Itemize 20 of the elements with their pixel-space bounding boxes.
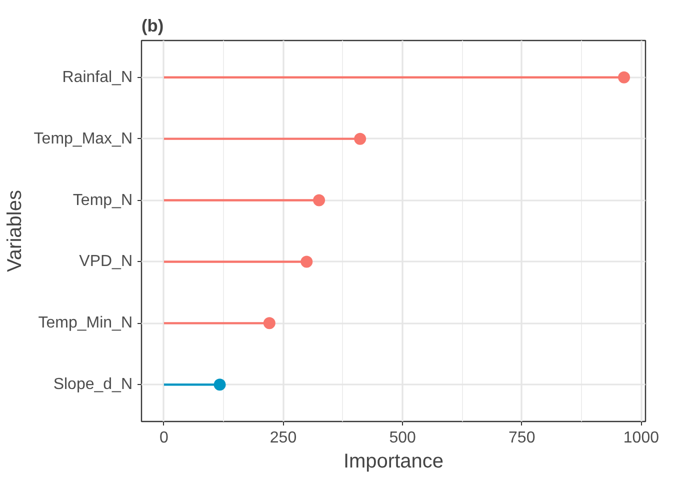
x-tick-label: 500	[389, 430, 416, 446]
y-tick-label: VPD_N	[79, 253, 133, 270]
y-tick-label: Slope_d_N	[53, 376, 132, 394]
y-axis-title: Variables	[4, 190, 26, 272]
x-tick-label: 250	[270, 430, 297, 446]
point	[263, 317, 276, 330]
point	[214, 378, 226, 391]
x-tick-label: 1000	[623, 430, 660, 446]
y-tick-label: Temp_Min_N	[38, 314, 133, 332]
x-axis-title: Importance	[343, 450, 444, 472]
x-tick-label: 750	[508, 430, 536, 446]
point	[618, 71, 630, 84]
y-tick-label: Temp_Max_N	[34, 130, 132, 148]
y-tick-label: Rainfal_N	[62, 68, 133, 86]
x-tick-label: 0	[159, 430, 168, 446]
point	[354, 132, 366, 145]
y-tick-label: Temp_N	[72, 192, 132, 209]
point	[313, 194, 326, 206]
chart-title: (b)	[142, 16, 164, 36]
point	[300, 256, 313, 268]
